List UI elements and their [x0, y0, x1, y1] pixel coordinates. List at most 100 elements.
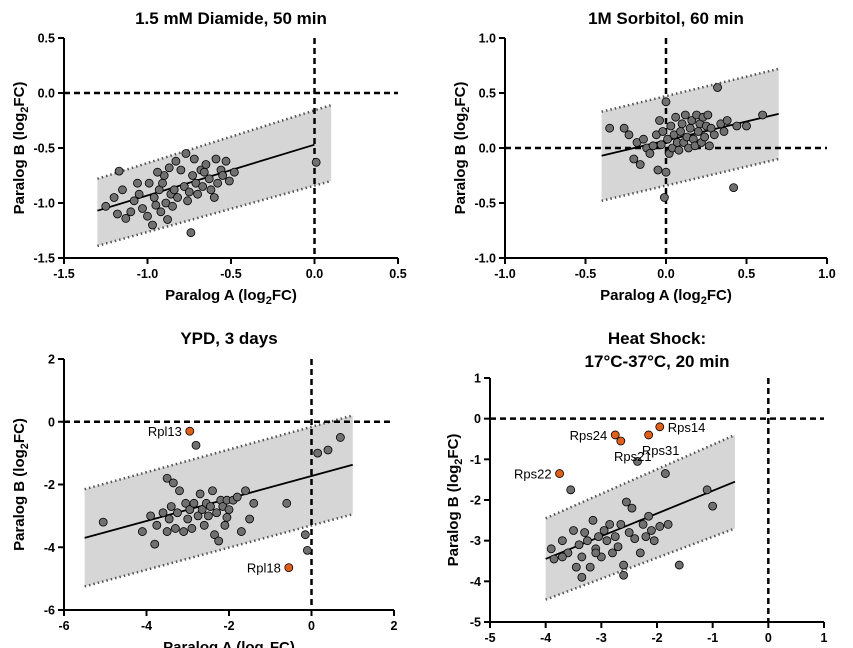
data-point: [158, 178, 167, 188]
data-point: [656, 140, 666, 150]
data-point: [183, 514, 193, 524]
highlighted-point: [185, 426, 195, 436]
data-point: [624, 130, 634, 140]
y-tick-label: -2: [470, 494, 481, 508]
data-point: [134, 189, 144, 199]
data-point: [602, 536, 612, 546]
data-point: [719, 127, 729, 136]
data-point: [674, 145, 684, 155]
data-point: [674, 560, 684, 570]
data-point: [624, 528, 634, 537]
data-point: [126, 207, 136, 217]
x-tick-label: -6: [58, 619, 69, 633]
y-axis-label: Paralog B (log2FC): [445, 434, 465, 567]
x-tick-label: 0.0: [306, 267, 323, 281]
data-point: [671, 112, 681, 122]
data-point: [129, 196, 139, 206]
data-point: [680, 110, 690, 120]
data-point: [211, 154, 221, 164]
data-point: [659, 193, 669, 202]
data-point: [660, 469, 670, 478]
data-point: [121, 213, 131, 223]
x-tick-label: 2: [391, 619, 398, 633]
data-point: [557, 536, 567, 546]
chart-title: 1M Sorbitol, 60 min: [588, 9, 744, 28]
data-point: [594, 532, 603, 541]
y-tick-label: -1.0: [33, 197, 55, 211]
data-point: [222, 513, 232, 522]
data-point: [663, 134, 673, 144]
data-point: [187, 524, 197, 533]
data-point: [109, 193, 119, 202]
data-point: [197, 505, 207, 515]
chart-title: 17°C-37°C, 20 min: [585, 352, 730, 371]
data-point: [198, 182, 208, 191]
data-point: [635, 160, 645, 169]
data-point: [591, 548, 601, 558]
highlighted-point: [284, 563, 294, 573]
point-label: Rpl18: [247, 561, 281, 576]
data-point: [703, 110, 713, 120]
data-point: [676, 127, 685, 136]
data-point: [577, 552, 587, 562]
x-tick-label: -2: [651, 631, 662, 645]
lower-bound-line: [601, 157, 779, 203]
data-point: [186, 228, 196, 238]
data-point: [138, 204, 147, 213]
data-point: [621, 497, 631, 507]
data-point: [156, 207, 166, 217]
data-point: [629, 154, 639, 164]
data-point: [179, 182, 189, 191]
highlighted-point: [644, 430, 654, 440]
y-tick-label: 0.5: [38, 32, 55, 46]
data-point: [580, 528, 590, 537]
data-point: [323, 445, 333, 455]
x-axis-label: Paralog A (log2FC): [165, 287, 297, 307]
x-tick-label: 0.5: [389, 267, 406, 281]
data-point: [638, 520, 648, 529]
data-point: [705, 141, 714, 151]
data-point: [574, 540, 584, 550]
x-tick-label: -1.0: [137, 267, 159, 281]
chart-panel-2: 1M Sorbitol, 60 min -1.0 -0.5 0.0 0.5 1.0 -1.0…: [452, 9, 836, 307]
data-point: [137, 527, 147, 536]
data-point: [171, 156, 181, 166]
y-tick-label: -1.0: [474, 252, 496, 266]
data-point: [245, 514, 255, 524]
lower-bound-line: [84, 513, 354, 588]
highlighted-point: [655, 422, 665, 432]
data-point: [168, 478, 178, 488]
data-point: [619, 570, 628, 580]
data-point: [149, 193, 159, 202]
data-point: [732, 121, 742, 131]
data-point: [647, 526, 656, 535]
chart-panel-4: Heat Shock: 17°C-37°C, 20 min Rps24 Rps14 Rp…: [445, 329, 828, 645]
x-tick-label: -1.0: [494, 267, 516, 281]
y-tick-label: -3: [470, 534, 481, 548]
y-tick-label: 2: [48, 353, 55, 367]
data-point: [236, 527, 246, 536]
upper-bound-line: [545, 433, 736, 520]
data-point: [158, 508, 168, 518]
data-point: [569, 526, 578, 535]
data-point: [150, 539, 160, 549]
data-point: [189, 154, 199, 164]
data-point: [708, 501, 718, 511]
data-point: [229, 167, 239, 177]
data-point: [610, 532, 620, 541]
point-label: Rps31: [642, 443, 680, 458]
data-point: [170, 524, 180, 533]
data-point: [605, 520, 615, 529]
data-point: [653, 165, 663, 175]
x-tick-label: -5: [484, 631, 495, 645]
x-tick-label: -1.5: [53, 267, 75, 281]
data-point: [164, 163, 174, 173]
prediction-band: [545, 434, 735, 600]
point-label: Rps22: [514, 467, 552, 482]
y-tick-label: -0.5: [33, 142, 55, 156]
upper-bound-line: [97, 103, 332, 180]
data-point: [114, 166, 124, 176]
y-tick-label: 1: [474, 372, 481, 386]
y-axis-label: Paralog B (log2FC): [11, 82, 31, 215]
